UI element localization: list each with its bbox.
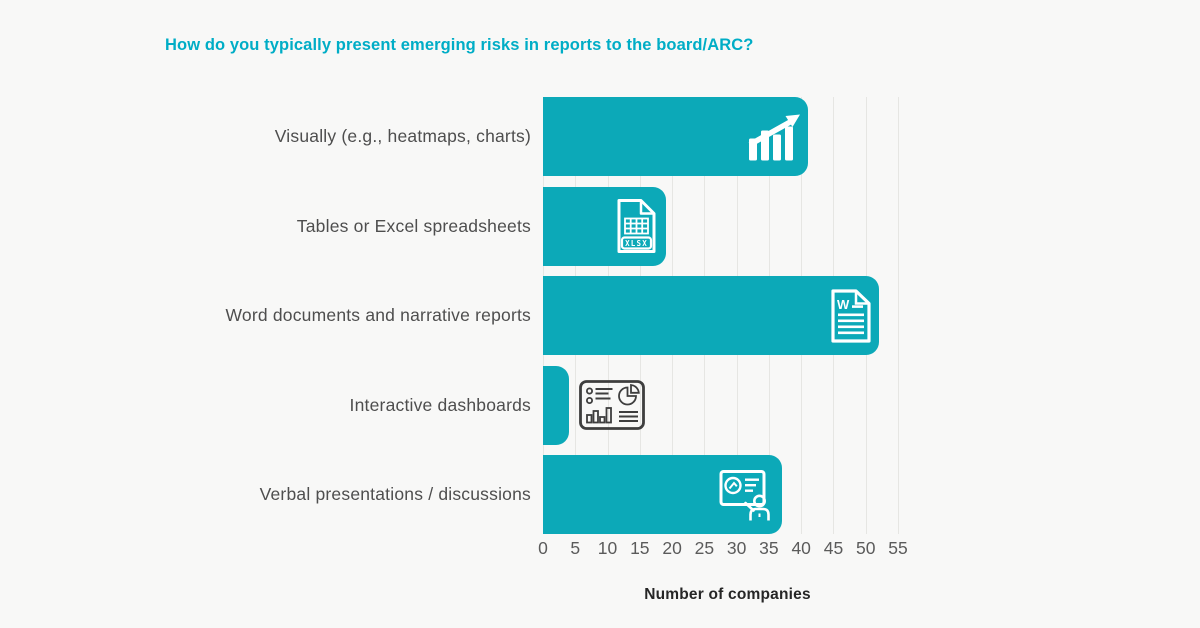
chart-row [543, 97, 898, 176]
chart-title: How do you typically present emerging ri… [165, 36, 754, 54]
x-axis-title: Number of companies [644, 586, 811, 603]
presentation-icon [719, 469, 775, 520]
x-tick-label: 20 [662, 538, 682, 558]
growth-chart-icon [747, 113, 801, 160]
x-tick-label: 15 [630, 538, 650, 558]
bar [543, 455, 782, 534]
gridline [898, 97, 899, 534]
bar: W [543, 276, 879, 355]
x-tick-label: 30 [726, 538, 747, 558]
x-tick-label: 5 [570, 538, 581, 558]
chart-row: XLSX [543, 186, 898, 266]
x-tick-label: 45 [823, 538, 844, 558]
dashboard-icon [578, 380, 645, 430]
x-tick-label: 40 [791, 538, 811, 558]
svg-text:W: W [837, 297, 850, 312]
x-tick-label: 50 [855, 538, 876, 558]
xlsx-file-icon: XLSX [614, 198, 659, 255]
word-document-icon: W [830, 288, 872, 343]
category-label: Verbal presentations / discussions [259, 484, 531, 504]
category-label: Tables or Excel spreadsheets [296, 215, 531, 236]
category-label: Visually (e.g., heatmaps, charts) [274, 126, 531, 146]
x-tick-label: 25 [694, 538, 715, 558]
chart-row [543, 455, 898, 534]
x-tick-label: 35 [759, 538, 779, 558]
bar: XLSX [543, 186, 666, 266]
bar [543, 365, 569, 445]
bar [543, 97, 808, 176]
x-tick-label: 10 [597, 538, 618, 558]
x-tick-label: 55 [888, 538, 908, 558]
plot-area: XLSX W [543, 97, 899, 534]
chart-row: W [543, 276, 898, 355]
svg-text:XLSX: XLSX [625, 239, 648, 248]
category-label: Interactive dashboards [349, 394, 531, 415]
x-tick-label: 0 [538, 538, 548, 558]
category-label: Word documents and narrative reports [225, 305, 531, 325]
chart-row [543, 365, 898, 445]
